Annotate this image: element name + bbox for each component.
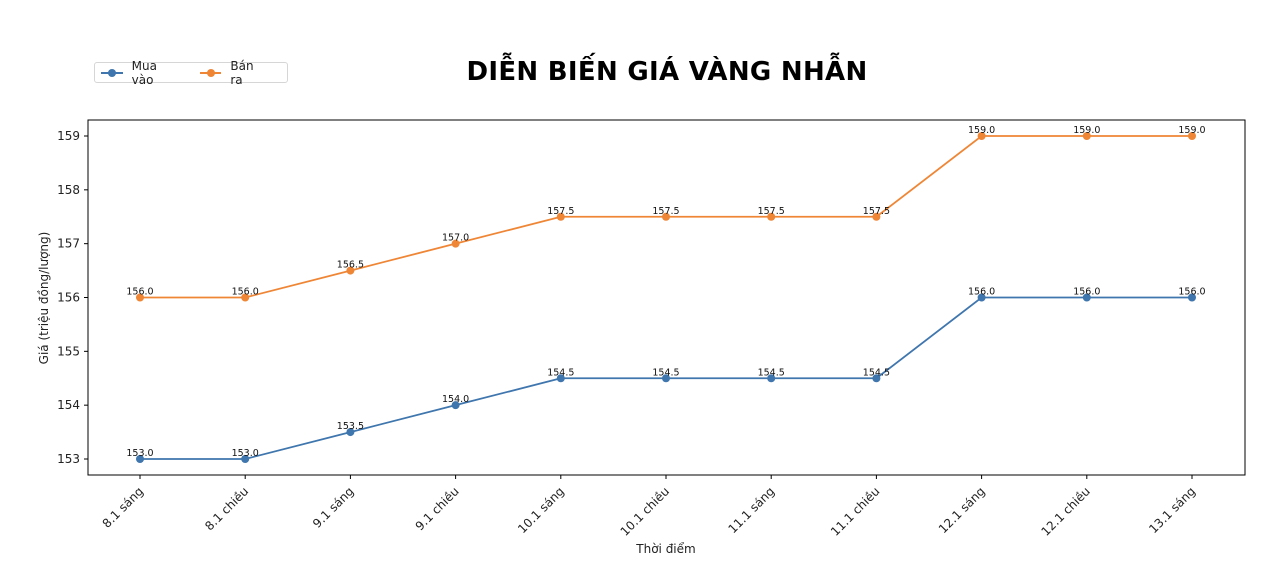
data-point xyxy=(1082,132,1091,140)
legend-item-buy: Mua vào xyxy=(101,59,182,87)
data-label: 154.5 xyxy=(758,367,785,378)
data-point xyxy=(136,455,144,463)
x-tick-label: 8.1 sáng xyxy=(100,484,146,530)
data-label: 154.5 xyxy=(652,367,679,378)
data-point xyxy=(662,374,670,383)
data-label: 154.5 xyxy=(863,367,890,378)
x-tick-label: 10.1 sáng xyxy=(515,484,567,536)
data-label: 154.5 xyxy=(547,367,574,378)
data-point xyxy=(451,239,460,248)
x-tick-label: 8.1 chiều xyxy=(202,484,251,533)
data-label: 156.0 xyxy=(968,287,995,298)
y-axis: 153 154 155 156 157 158 159 xyxy=(57,129,88,466)
legend-line-marker-icon xyxy=(101,67,123,79)
x-axis-label: Thời điểm xyxy=(635,542,695,556)
data-point xyxy=(346,428,355,437)
x-tick-label: 11.1 chiều xyxy=(828,484,882,538)
legend-label-sell: Bán ra xyxy=(230,58,254,87)
data-label: 159.0 xyxy=(968,125,995,136)
legend-line-marker-icon xyxy=(199,67,222,79)
data-label: 153.0 xyxy=(126,448,153,459)
data-point xyxy=(977,132,986,140)
data-label: 154.0 xyxy=(442,394,469,405)
data-label: 153.5 xyxy=(337,421,364,432)
data-label: 156.0 xyxy=(1073,287,1100,298)
legend: Mua vào Bán ra xyxy=(94,59,288,87)
data-label: 153.0 xyxy=(232,448,259,459)
x-tick-label: 11.1 sáng xyxy=(725,484,777,536)
data-label: 156.0 xyxy=(1178,287,1205,298)
data-point xyxy=(662,212,670,221)
x-axis: 8.1 sáng 8.1 chiều 9.1 sáng 9.1 chiều 10.1 s… xyxy=(100,475,1198,539)
y-tick-label: 154 xyxy=(57,398,80,412)
data-label: 159.0 xyxy=(1178,125,1205,136)
data-point xyxy=(136,293,144,302)
data-point xyxy=(451,401,460,410)
legend-label-buy: Mua vào xyxy=(131,58,157,87)
plot-area: 153.0 153.0 153.5 154.0 154.5 154.5 154.5 154.5… xyxy=(126,125,1206,463)
x-tick-label: 12.1 sáng xyxy=(936,484,988,536)
data-label: 157.0 xyxy=(442,233,469,244)
data-point xyxy=(1188,132,1196,140)
data-point xyxy=(977,293,986,302)
data-point xyxy=(556,212,565,221)
data-point xyxy=(767,374,776,383)
y-tick-label: 155 xyxy=(57,344,80,358)
data-point xyxy=(767,212,776,221)
data-label: 157.5 xyxy=(863,206,890,217)
y-tick-label: 153 xyxy=(57,452,80,466)
y-axis-label: Giá (triệu đồng/lượng) xyxy=(37,232,51,365)
data-label: 156.0 xyxy=(232,287,259,298)
data-label: 159.0 xyxy=(1073,125,1100,136)
y-tick-label: 159 xyxy=(57,129,80,143)
data-point xyxy=(1082,293,1091,302)
data-point xyxy=(556,374,565,383)
y-tick-label: 158 xyxy=(57,183,80,197)
x-tick-label: 12.1 chiều xyxy=(1038,484,1092,538)
y-tick-label: 156 xyxy=(57,291,80,305)
data-point xyxy=(241,455,250,463)
legend-item-sell: Bán ra xyxy=(199,58,269,87)
data-label: 156.5 xyxy=(337,260,364,271)
data-label: 156.0 xyxy=(126,287,153,298)
data-point xyxy=(872,374,881,383)
data-point xyxy=(346,266,355,275)
data-point xyxy=(241,293,250,302)
y-tick-label: 157 xyxy=(57,237,80,251)
chart-title: DIỄN BIẾN GIÁ VÀNG NHẪN xyxy=(466,57,868,87)
data-label: 157.5 xyxy=(652,206,679,217)
x-tick-label: 13.1 sáng xyxy=(1146,484,1198,536)
x-tick-label: 10.1 chiều xyxy=(618,484,672,538)
x-tick-label: 9.1 sáng xyxy=(310,484,356,530)
data-point xyxy=(1188,293,1196,302)
data-label: 157.5 xyxy=(758,206,785,217)
data-label: 157.5 xyxy=(547,206,574,217)
x-tick-label: 9.1 chiều xyxy=(413,484,462,533)
data-point xyxy=(872,212,881,221)
